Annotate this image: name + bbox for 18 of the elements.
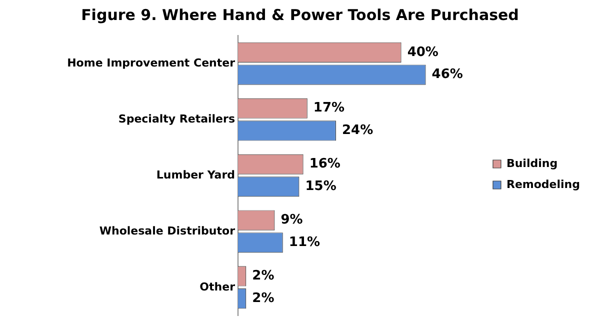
data-label: 2% [252, 290, 274, 306]
data-label: 2% [252, 268, 274, 284]
y-tick-label: Other [200, 280, 236, 294]
y-tick-label: Specialty Retailers [118, 112, 236, 126]
y-tick-label: Lumber Yard [156, 168, 235, 182]
data-label: 15% [305, 179, 336, 194]
data-label: 46% [432, 67, 463, 82]
chart-title: Figure 9. Where Hand & Power Tools Are Purchased [80, 5, 520, 26]
legend-label: Building [506, 156, 558, 170]
data-label: 17% [313, 100, 345, 116]
legend-label: Remodeling [506, 178, 580, 191]
data-label: 24% [342, 123, 374, 138]
y-tick-label: Wholesale Distributor [99, 224, 236, 238]
data-label: 9% [280, 212, 303, 228]
data-label: 40% [407, 44, 438, 60]
data-label: 11% [288, 235, 320, 250]
data-label: 16% [309, 156, 340, 172]
y-tick-label: Home Improvement Center [67, 56, 236, 70]
